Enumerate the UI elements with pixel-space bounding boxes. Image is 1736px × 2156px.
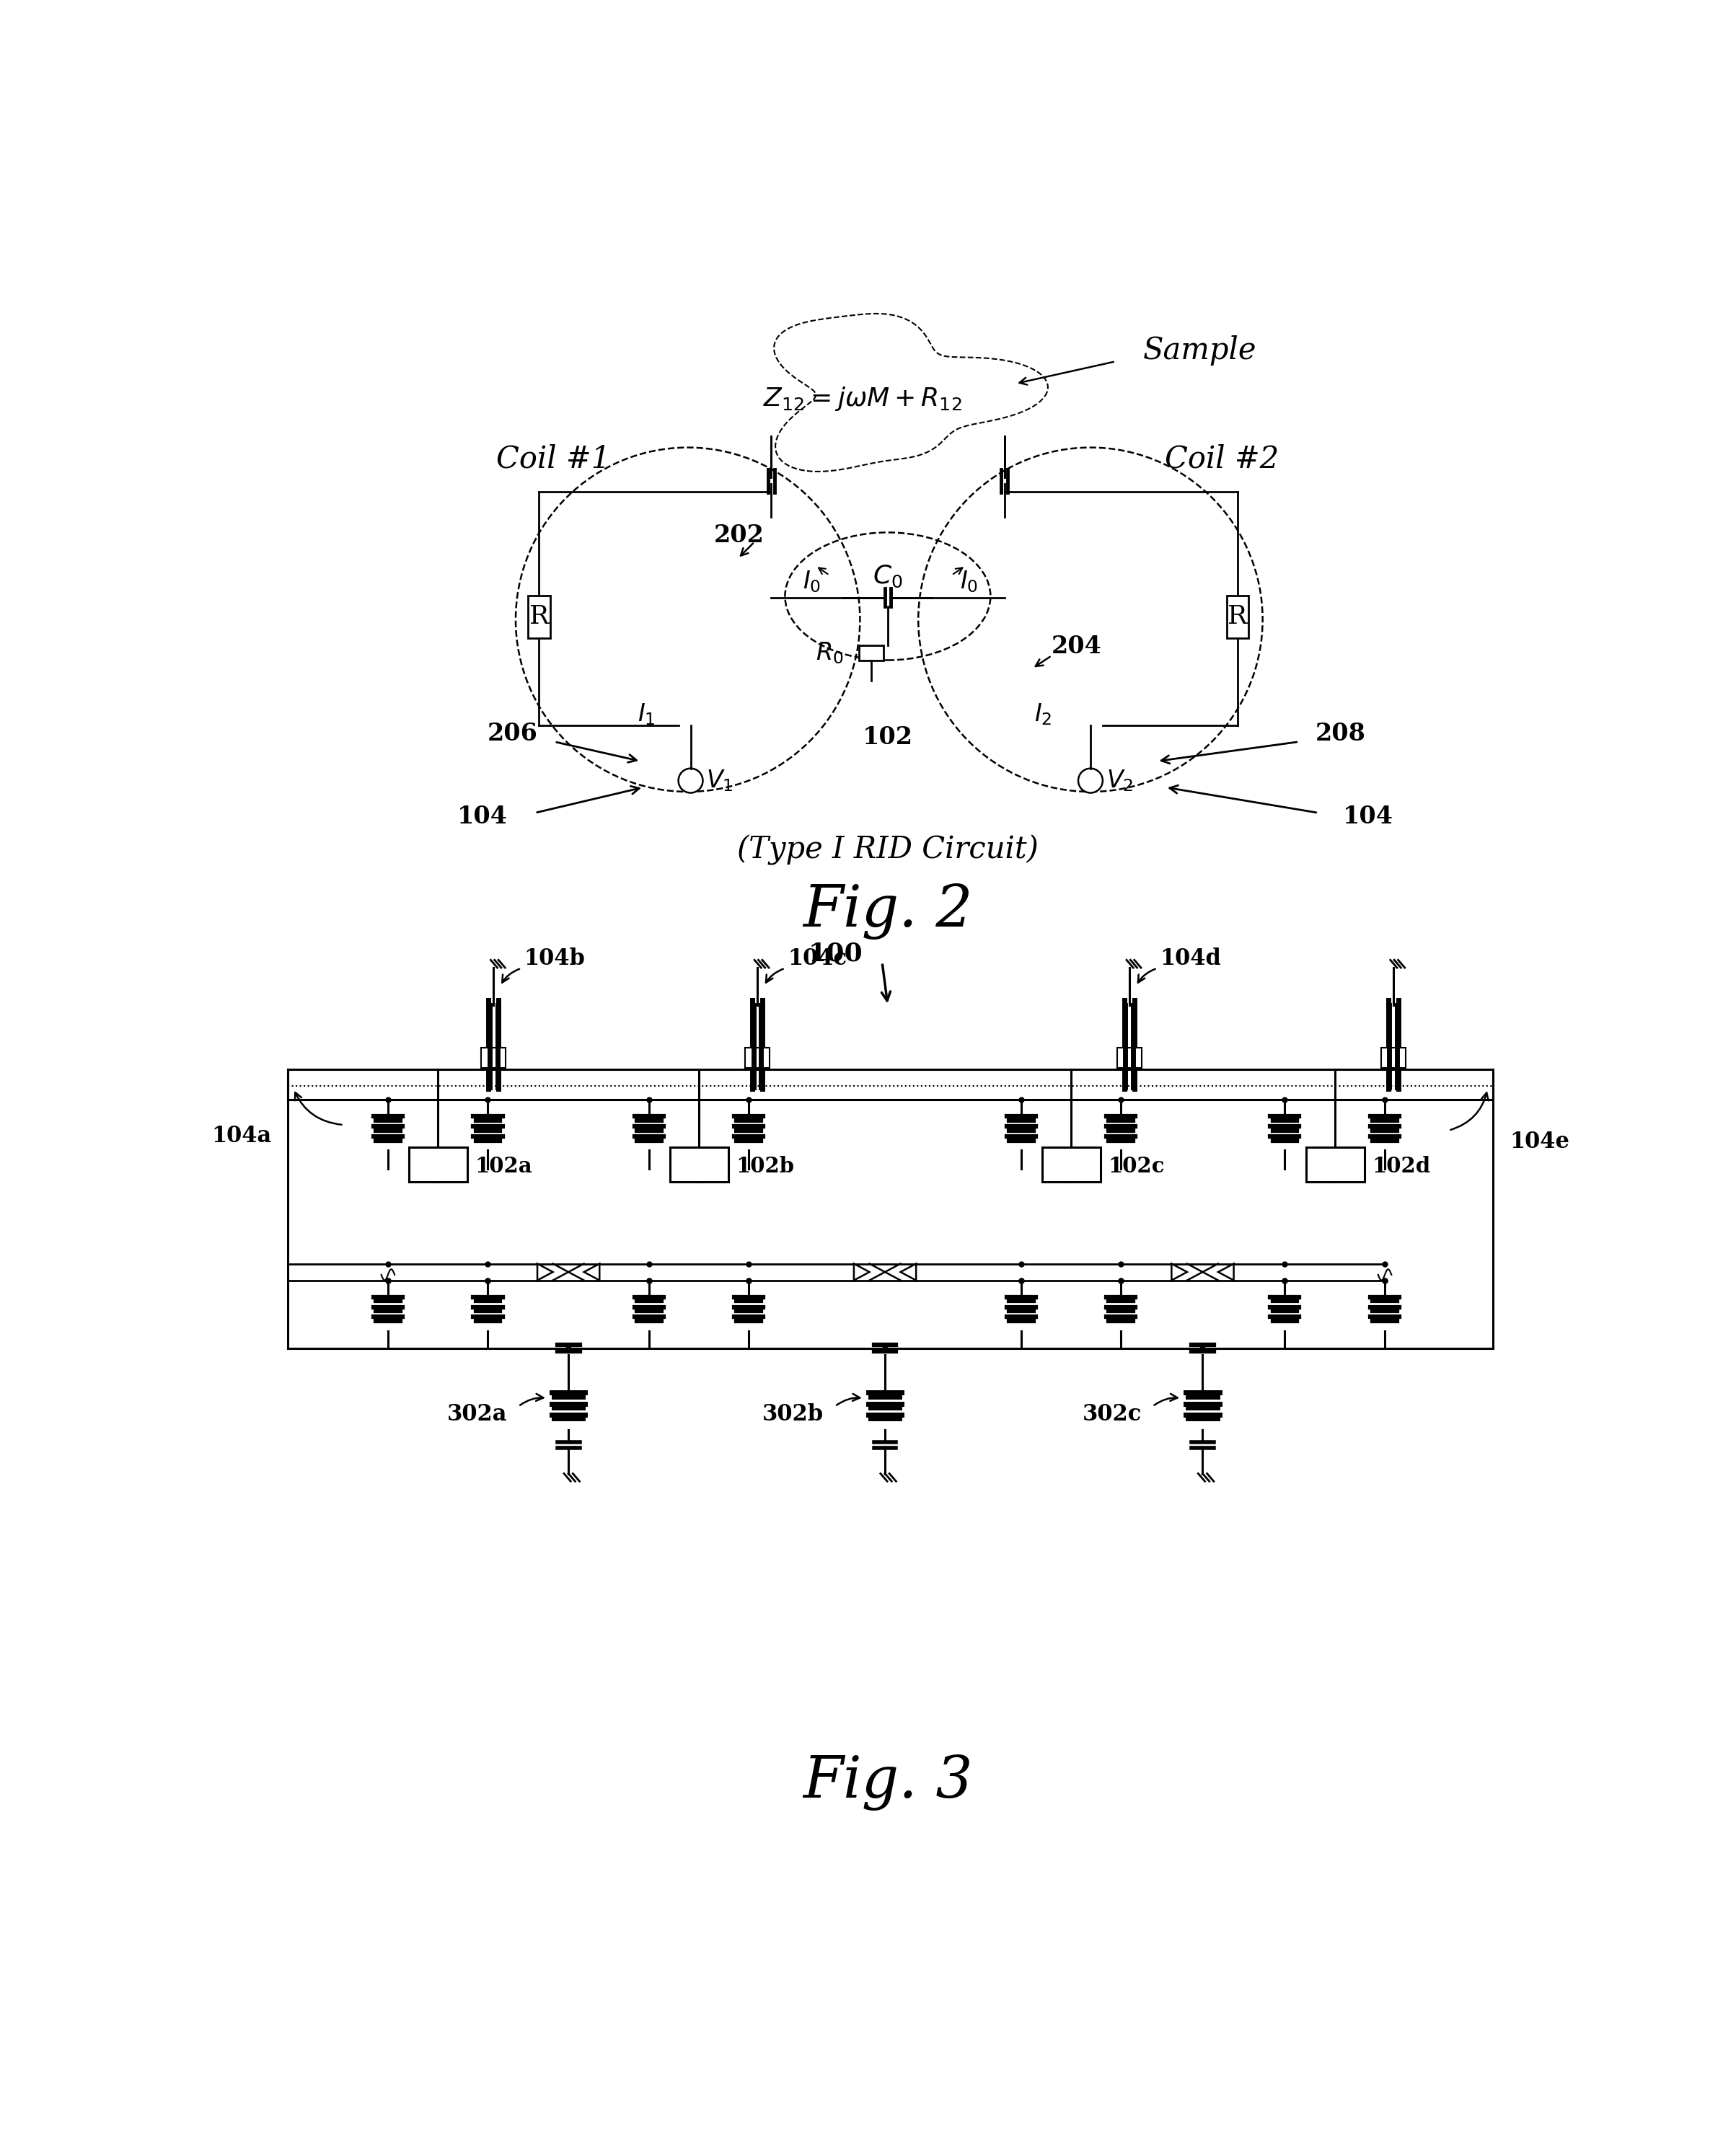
Text: RID: RID <box>1307 1151 1363 1177</box>
Text: $I_2$: $I_2$ <box>1035 701 1052 727</box>
Text: 102b: 102b <box>736 1156 795 1177</box>
Text: Fig. 3: Fig. 3 <box>802 1755 972 1811</box>
Bar <box>745 1048 769 1067</box>
Text: 102a: 102a <box>476 1156 533 1177</box>
Text: RID: RID <box>411 1151 465 1177</box>
Text: R: R <box>529 604 549 630</box>
Text: 302b: 302b <box>762 1404 825 1425</box>
Text: 104: 104 <box>457 804 507 828</box>
Text: 202: 202 <box>713 524 764 548</box>
Text: 104a: 104a <box>212 1125 271 1147</box>
FancyArrowPatch shape <box>1139 968 1154 983</box>
Text: $V_1$: $V_1$ <box>707 768 733 793</box>
Text: (Type I RID Circuit): (Type I RID Circuit) <box>738 834 1038 865</box>
Bar <box>528 595 550 638</box>
Bar <box>859 645 884 660</box>
FancyArrowPatch shape <box>502 968 519 983</box>
Text: 204: 204 <box>1052 634 1102 658</box>
Text: 104b: 104b <box>524 946 585 970</box>
Bar <box>670 1147 729 1181</box>
Text: 206: 206 <box>488 722 538 746</box>
FancyArrowPatch shape <box>521 1393 543 1406</box>
Bar <box>481 1048 505 1067</box>
Text: R: R <box>1227 604 1248 630</box>
Bar <box>1042 1147 1101 1181</box>
Text: 102c: 102c <box>1108 1156 1165 1177</box>
Text: Coil #2: Coil #2 <box>1165 444 1279 474</box>
FancyArrowPatch shape <box>295 1093 342 1125</box>
Text: 302a: 302a <box>448 1404 507 1425</box>
Bar <box>1380 1048 1406 1067</box>
FancyArrowPatch shape <box>1451 1093 1488 1130</box>
Text: 102: 102 <box>863 724 913 750</box>
Circle shape <box>1078 768 1102 793</box>
Text: 104d: 104d <box>1160 946 1220 970</box>
Text: 100: 100 <box>809 942 863 966</box>
FancyArrowPatch shape <box>837 1393 859 1406</box>
FancyArrowPatch shape <box>1154 1393 1177 1406</box>
Text: 104e: 104e <box>1510 1130 1569 1153</box>
Text: $C_0$: $C_0$ <box>873 563 903 589</box>
Text: 208: 208 <box>1316 722 1366 746</box>
Text: $R_0$: $R_0$ <box>816 640 844 666</box>
Bar <box>1305 1147 1364 1181</box>
Bar <box>410 1147 467 1181</box>
Text: $I_0$: $I_0$ <box>804 569 821 595</box>
Text: 302c: 302c <box>1082 1404 1142 1425</box>
Text: $Z_{12}=j\omega M+R_{12}$: $Z_{12}=j\omega M+R_{12}$ <box>764 386 962 412</box>
Bar <box>1227 595 1248 638</box>
Text: RID: RID <box>672 1151 726 1177</box>
Text: Coil #1: Coil #1 <box>496 444 611 474</box>
Text: Fig. 2: Fig. 2 <box>802 884 972 940</box>
Circle shape <box>679 768 703 793</box>
Text: $I_0$: $I_0$ <box>960 569 977 595</box>
Text: 104c: 104c <box>788 946 847 970</box>
Text: $I_1$: $I_1$ <box>637 701 654 727</box>
Bar <box>1116 1048 1142 1067</box>
FancyArrowPatch shape <box>766 968 783 983</box>
Text: RID: RID <box>1043 1151 1099 1177</box>
Text: 104: 104 <box>1344 804 1394 828</box>
Text: 102d: 102d <box>1371 1156 1430 1177</box>
Text: $V_2$: $V_2$ <box>1106 768 1134 793</box>
Text: Sample: Sample <box>1144 334 1257 367</box>
